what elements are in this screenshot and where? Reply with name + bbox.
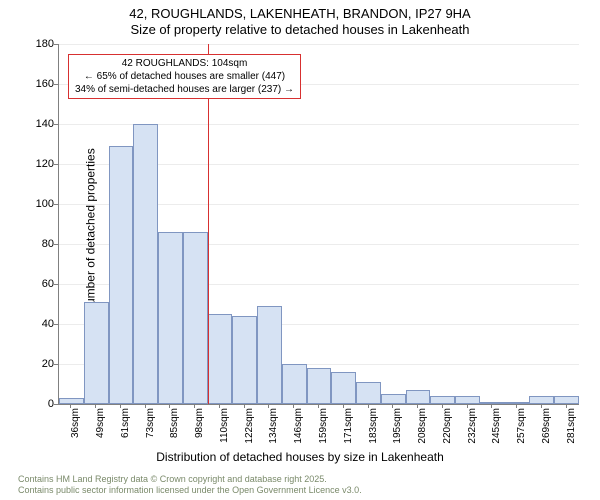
ytick-mark [54, 44, 58, 45]
histogram-bar [455, 396, 480, 404]
xtick-mark [145, 404, 146, 408]
xtick-mark [293, 404, 294, 408]
footer-line2: Contains public sector information licen… [18, 485, 362, 496]
xtick-mark [268, 404, 269, 408]
xtick-mark [95, 404, 96, 408]
xtick-mark [194, 404, 195, 408]
annotation-line3: 34% of semi-detached houses are larger (… [75, 83, 294, 96]
histogram-bar [183, 232, 208, 404]
ytick-mark [54, 244, 58, 245]
xtick-mark [417, 404, 418, 408]
chart-title-sub: Size of property relative to detached ho… [0, 22, 600, 37]
ytick-label: 140 [36, 118, 54, 130]
footer: Contains HM Land Registry data © Crown c… [18, 474, 362, 496]
histogram-bar [331, 372, 356, 404]
ytick-mark [54, 324, 58, 325]
ytick-mark [54, 124, 58, 125]
xtick-mark [491, 404, 492, 408]
xtick-mark [392, 404, 393, 408]
xtick-mark [516, 404, 517, 408]
histogram-bar [109, 146, 134, 404]
xtick-mark [318, 404, 319, 408]
annotation-line1: 42 ROUGHLANDS: 104sqm [75, 57, 294, 70]
xtick-mark [244, 404, 245, 408]
histogram-bar [208, 314, 233, 404]
histogram-bar [84, 302, 109, 404]
ytick-label: 100 [36, 198, 54, 210]
histogram-bar [381, 394, 406, 404]
x-axis-label: Distribution of detached houses by size … [0, 450, 600, 464]
ytick-mark [54, 404, 58, 405]
histogram-bar [282, 364, 307, 404]
xtick-mark [120, 404, 121, 408]
histogram-bar [554, 396, 579, 404]
ytick-label: 160 [36, 78, 54, 90]
histogram-bar [133, 124, 158, 404]
ytick-label: 60 [42, 278, 54, 290]
xtick-mark [169, 404, 170, 408]
xtick-mark [219, 404, 220, 408]
chart-container: 42, ROUGHLANDS, LAKENHEATH, BRANDON, IP2… [0, 0, 600, 500]
ytick-label: 20 [42, 358, 54, 370]
ytick-mark [54, 84, 58, 85]
xtick-mark [368, 404, 369, 408]
chart-title-main: 42, ROUGHLANDS, LAKENHEATH, BRANDON, IP2… [0, 6, 600, 21]
xtick-mark [343, 404, 344, 408]
histogram-bar [430, 396, 455, 404]
histogram-bar [158, 232, 183, 404]
ytick-label: 120 [36, 158, 54, 170]
histogram-bar [356, 382, 381, 404]
ytick-mark [54, 284, 58, 285]
xtick-mark [70, 404, 71, 408]
histogram-bar [59, 398, 84, 404]
annotation-box: 42 ROUGHLANDS: 104sqm ← 65% of detached … [68, 54, 301, 99]
ytick-mark [54, 364, 58, 365]
histogram-bar [232, 316, 257, 404]
ytick-label: 40 [42, 318, 54, 330]
annotation-line2: ← 65% of detached houses are smaller (44… [75, 70, 294, 83]
histogram-bar [257, 306, 282, 404]
histogram-bar [529, 396, 554, 404]
ytick-mark [54, 204, 58, 205]
ytick-mark [54, 164, 58, 165]
histogram-bar [307, 368, 332, 404]
ytick-label: 80 [42, 238, 54, 250]
xtick-mark [442, 404, 443, 408]
xtick-mark [467, 404, 468, 408]
histogram-bar [406, 390, 431, 404]
xtick-mark [541, 404, 542, 408]
ytick-label: 180 [36, 38, 54, 50]
footer-line1: Contains HM Land Registry data © Crown c… [18, 474, 362, 485]
gridline [59, 44, 579, 45]
xtick-mark [566, 404, 567, 408]
